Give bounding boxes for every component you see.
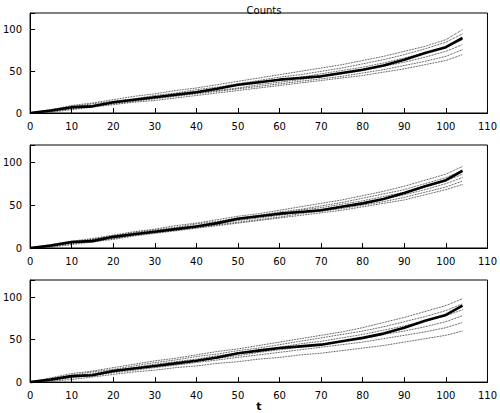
svg-text:110: 110 <box>478 121 497 132</box>
svg-text:90: 90 <box>398 256 411 267</box>
svg-text:110: 110 <box>478 390 497 401</box>
svg-text:40: 40 <box>190 121 203 132</box>
svg-text:100: 100 <box>436 390 455 401</box>
svg-text:110: 110 <box>478 256 497 267</box>
svg-text:100: 100 <box>436 256 455 267</box>
svg-text:40: 40 <box>190 390 203 401</box>
svg-text:80: 80 <box>356 390 369 401</box>
svg-text:90: 90 <box>398 121 411 132</box>
svg-text:Counts: Counts <box>247 5 282 16</box>
svg-text:100: 100 <box>436 121 455 132</box>
svg-text:50: 50 <box>232 256 245 267</box>
svg-text:70: 70 <box>315 390 328 401</box>
svg-text:0: 0 <box>27 256 33 267</box>
svg-text:70: 70 <box>315 256 328 267</box>
svg-text:20: 20 <box>107 390 120 401</box>
svg-text:0: 0 <box>16 243 22 254</box>
svg-text:90: 90 <box>398 390 411 401</box>
svg-text:70: 70 <box>315 121 328 132</box>
svg-text:20: 20 <box>107 121 120 132</box>
svg-text:80: 80 <box>356 121 369 132</box>
svg-text:30: 30 <box>148 121 161 132</box>
svg-text:60: 60 <box>273 390 286 401</box>
svg-text:0: 0 <box>16 377 22 388</box>
svg-text:10: 10 <box>65 121 78 132</box>
svg-text:80: 80 <box>356 256 369 267</box>
svg-text:20: 20 <box>107 256 120 267</box>
svg-text:10: 10 <box>65 256 78 267</box>
svg-text:40: 40 <box>190 256 203 267</box>
svg-text:60: 60 <box>273 256 286 267</box>
svg-text:50: 50 <box>232 121 245 132</box>
svg-text:10: 10 <box>65 390 78 401</box>
svg-text:0: 0 <box>27 390 33 401</box>
svg-text:50: 50 <box>232 390 245 401</box>
svg-text:50: 50 <box>9 334 22 345</box>
svg-text:50: 50 <box>9 66 22 77</box>
svg-text:0: 0 <box>27 121 33 132</box>
svg-text:50: 50 <box>9 200 22 211</box>
svg-text:100: 100 <box>3 292 22 303</box>
svg-text:100: 100 <box>3 24 22 35</box>
svg-text:t: t <box>256 400 261 413</box>
svg-text:30: 30 <box>148 256 161 267</box>
svg-text:100: 100 <box>3 157 22 168</box>
svg-text:60: 60 <box>273 121 286 132</box>
svg-text:0: 0 <box>16 108 22 119</box>
svg-text:30: 30 <box>148 390 161 401</box>
